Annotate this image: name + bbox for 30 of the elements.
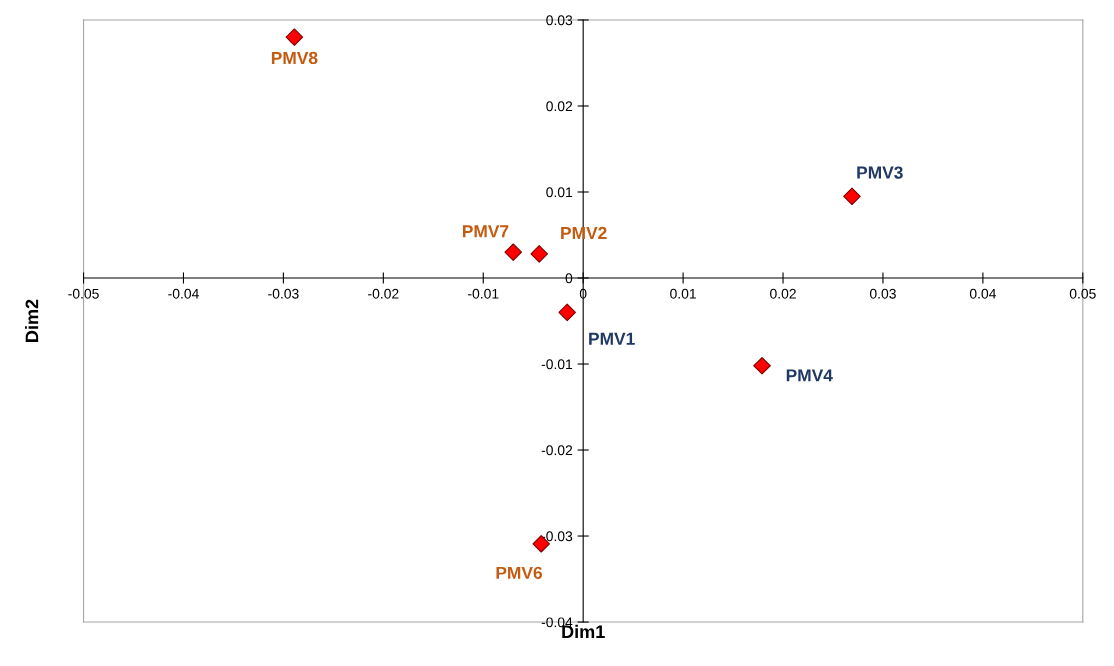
x-tick-label: 0.04: [969, 288, 996, 299]
data-label: PMV6: [496, 566, 542, 579]
point: [504, 243, 523, 261]
y-tick-label: -0.03: [541, 531, 573, 542]
y-axis-title: Dim2: [25, 299, 39, 342]
x-tick-label: 0.02: [770, 288, 796, 299]
point: [843, 187, 861, 206]
y-tick-label: 0.02: [546, 101, 573, 112]
point: [285, 28, 304, 46]
data-label: PMV1: [589, 332, 635, 345]
point: [530, 245, 548, 263]
data-label: PMV3: [857, 166, 903, 179]
x-tick-label: 0.05: [1069, 288, 1096, 299]
y-tick-label: 0.01: [546, 187, 573, 198]
data-label: PMV4: [786, 369, 833, 382]
point: [753, 356, 771, 375]
x-tick-label: -0.05: [68, 288, 99, 299]
x-tick-label: -0.02: [368, 288, 399, 299]
x-tick-label: 0.01: [670, 288, 696, 299]
x-tick-label: -0.03: [268, 288, 299, 299]
point: [558, 303, 576, 322]
y-tick-label: -0.01: [541, 359, 573, 370]
y-tick-label: 0: [565, 273, 573, 284]
data-label: PMV7: [462, 225, 509, 238]
data-label: PMV8: [271, 51, 318, 65]
x-tick-label: -0.04: [168, 288, 199, 299]
x-tick-label: -0.01: [468, 288, 499, 299]
y-tick-label: 0.03: [546, 15, 573, 26]
y-tick-label: -0.02: [541, 445, 573, 456]
x-tick-label: 0.03: [869, 288, 896, 299]
